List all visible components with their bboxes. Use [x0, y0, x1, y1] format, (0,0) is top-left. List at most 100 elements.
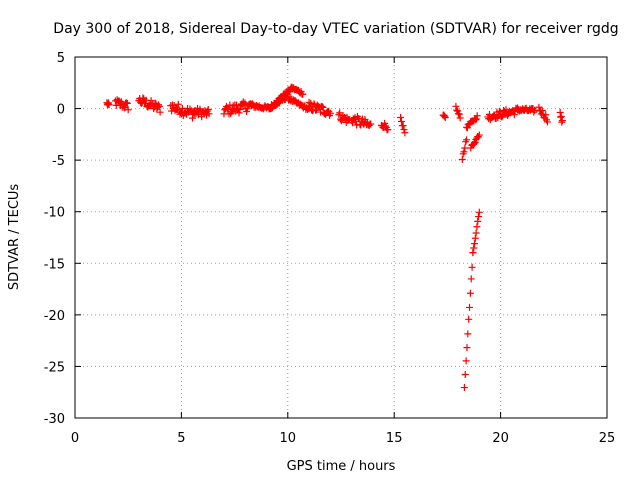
data-point — [471, 234, 479, 242]
plot-frame — [74, 56, 608, 419]
data-point — [558, 117, 566, 125]
data-point — [155, 102, 163, 110]
data-point — [306, 102, 314, 110]
chart-title: Day 300 of 2018, Sidereal Day-to-day VTE… — [53, 21, 618, 37]
data-point — [466, 303, 474, 311]
data-point — [181, 109, 189, 117]
data-point — [367, 120, 375, 128]
data-point — [535, 103, 543, 111]
y-tick-label: -20 — [44, 309, 65, 324]
data-point — [462, 357, 470, 365]
data-point — [188, 114, 196, 122]
y-tick-label: -30 — [44, 412, 65, 427]
data-point — [470, 244, 478, 252]
data-point — [243, 105, 251, 113]
data-point — [154, 101, 162, 109]
data-point — [475, 213, 483, 221]
data-point — [474, 217, 482, 225]
data-point — [502, 106, 510, 114]
data-point — [461, 144, 469, 152]
data-point — [151, 99, 159, 107]
data-point — [543, 118, 551, 126]
data-point — [531, 106, 539, 114]
data-point — [471, 240, 479, 248]
data-point — [400, 126, 408, 134]
data-point — [348, 119, 356, 127]
data-point — [204, 106, 212, 114]
data-point — [397, 113, 405, 121]
data-point — [136, 98, 144, 106]
y-tick-label: -15 — [44, 257, 65, 272]
data-point — [304, 104, 312, 112]
data-point — [492, 114, 500, 122]
data-point — [496, 108, 504, 116]
data-point — [473, 223, 481, 231]
data-point — [475, 208, 483, 216]
x-tick-label: 0 — [71, 431, 79, 446]
y-tick-label: -25 — [44, 360, 65, 375]
data-point — [461, 370, 469, 378]
y-tick-label: -5 — [52, 154, 65, 169]
data-point — [473, 112, 481, 120]
data-point — [472, 116, 480, 124]
data-point — [318, 103, 326, 111]
x-tick-label: 20 — [492, 431, 509, 446]
data-point — [381, 122, 389, 130]
data-point — [174, 100, 182, 108]
data-point — [441, 114, 449, 122]
data-point — [494, 114, 502, 122]
data-point — [472, 229, 480, 237]
data-point — [235, 109, 243, 117]
data-point — [170, 101, 178, 109]
data-point — [401, 129, 409, 137]
data-point — [460, 148, 468, 156]
data-point — [239, 98, 247, 106]
data-point — [469, 249, 477, 257]
data-point — [305, 98, 313, 106]
data-point — [105, 101, 113, 109]
data-point — [460, 384, 468, 392]
data-point — [542, 111, 550, 119]
x-tick-label: 15 — [386, 431, 403, 446]
x-tick-label: 25 — [599, 431, 616, 446]
data-point — [497, 112, 505, 120]
data-point — [455, 110, 463, 118]
data-point — [229, 102, 237, 110]
data-point — [467, 275, 475, 283]
data-point — [538, 107, 546, 115]
data-point — [465, 315, 473, 323]
x-axis-label: GPS time / hours — [287, 459, 396, 474]
data-point — [475, 131, 483, 139]
x-tick-label: 10 — [280, 431, 297, 446]
x-tick-label: 5 — [177, 431, 185, 446]
y-tick-label: -10 — [44, 206, 65, 221]
data-point — [452, 102, 460, 110]
data-point — [397, 117, 405, 125]
data-point — [470, 139, 478, 147]
data-point — [399, 122, 407, 130]
data-point — [529, 105, 537, 113]
data-point — [453, 106, 461, 114]
data-point — [557, 112, 565, 120]
y-tick-label: 5 — [57, 51, 65, 66]
data-point — [456, 114, 464, 122]
data-point — [156, 108, 164, 116]
data-point — [463, 136, 471, 144]
data-point — [236, 105, 244, 113]
data-point — [464, 330, 472, 338]
data-point — [361, 116, 369, 124]
data-point — [458, 156, 466, 164]
y-tick-label: 0 — [57, 103, 65, 118]
data-point — [123, 99, 131, 107]
y-axis-ticks: 5 0 -5 -10 -15 -20 -25 -30 — [44, 51, 607, 427]
data-point — [468, 263, 476, 271]
data-point — [124, 106, 132, 114]
data-point — [510, 111, 518, 119]
y-axis-label: SDTVAR / TECUs — [7, 184, 22, 291]
data-points — [103, 83, 566, 392]
data-point — [365, 121, 373, 129]
data-point — [299, 90, 307, 98]
data-point — [319, 103, 327, 111]
data-point — [310, 100, 318, 108]
